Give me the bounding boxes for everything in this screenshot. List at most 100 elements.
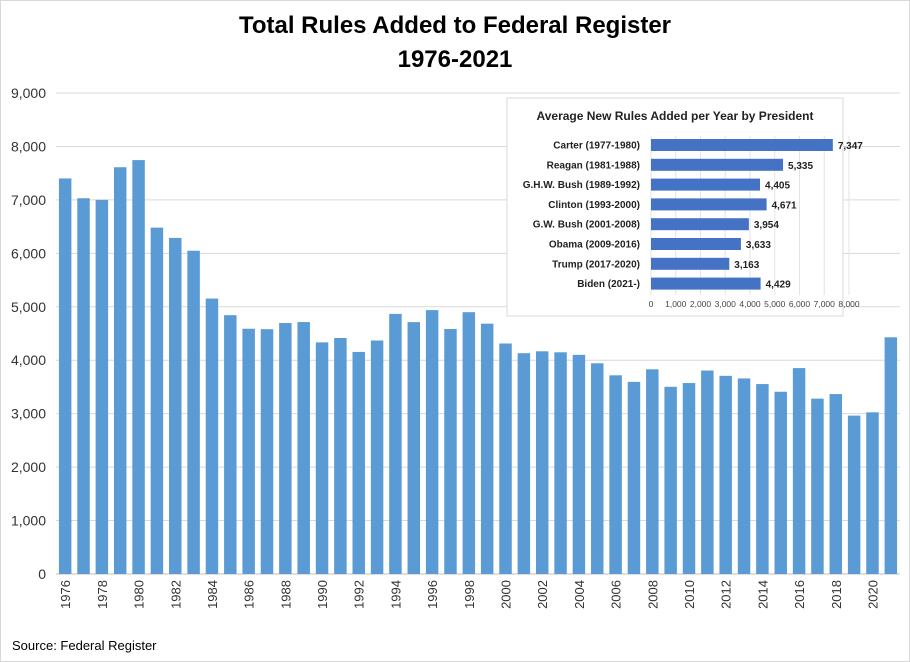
inset-category-label: Trump (2017-2020) [552,259,640,270]
y-tick-label: 6,000 [11,245,46,261]
x-tick-label: 2008 [645,580,660,609]
x-tick-label: 1990 [315,580,330,609]
inset-bars [651,139,833,290]
inset-x-tick-label: 0 [649,299,654,309]
inset-value-label: 3,954 [754,220,779,231]
bar-2002 [535,351,549,574]
inset-bar [651,238,741,250]
inset-x-tick-label: 5,000 [764,299,786,309]
bar-2006 [609,375,622,574]
inset-x-tick-label: 3,000 [715,299,737,309]
x-tick-label: 1986 [242,580,257,609]
x-tick-label: 2004 [572,580,587,609]
main-y-axis: 0 1,000 2,000 3,000 4,000 5,000 6,000 7,000 8,00… [11,85,46,582]
bar-2009 [664,386,677,574]
x-tick-label: 2020 [865,580,880,609]
x-tick-label: 2012 [719,580,734,609]
main-x-axis: 1976 1978 1980 1982 1984 1986 1988 1990 1992 1994… [58,580,880,609]
inset-value-label: 5,335 [788,161,813,172]
bar-2005 [591,363,604,574]
inset-chart: Average New Rules Added per Year by Pres… [506,97,863,317]
x-tick-label: 2000 [499,580,514,609]
bar-1978 [95,199,109,574]
inset-bar [651,218,749,231]
bar-2004 [572,354,586,574]
bar-1987 [260,329,274,574]
bar-1989 [297,322,310,574]
y-tick-label: 4,000 [11,352,46,368]
bar-1981 [150,227,164,574]
inset-bar [651,198,767,211]
inset-value-label: 4,429 [766,280,791,291]
bar-2001 [517,353,531,574]
x-tick-label: 2018 [829,580,844,609]
bar-2021 [884,337,898,574]
y-tick-label: 1,000 [11,513,46,529]
bar-1993 [370,340,384,574]
bar-2017 [811,398,824,574]
bar-2008 [646,369,659,574]
inset-x-tick-label: 8,000 [838,299,860,309]
bar-1995 [407,322,421,574]
inset-x-tick-label: 6,000 [789,299,811,309]
inset-value-label: 3,163 [734,260,759,271]
x-tick-label: 2002 [535,580,550,609]
bar-1992 [352,351,365,574]
inset-category-label: Biden (2021-) [577,279,640,290]
inset-value-label: 4,671 [772,200,797,211]
x-tick-label: 1994 [388,580,403,609]
inset-bar [651,277,761,290]
x-tick-label: 1976 [58,580,73,609]
bar-1997 [444,329,457,574]
y-tick-label: 7,000 [11,192,46,208]
x-tick-label: 1988 [278,580,293,609]
bar-2012 [719,375,732,574]
bar-1988 [279,322,292,574]
bar-2015 [774,391,787,574]
y-tick-label: 2,000 [11,459,46,475]
x-tick-label: 2006 [609,580,624,609]
bar-2019 [847,415,861,574]
inset-bar [651,158,784,171]
bar-2018 [829,394,843,574]
x-tick-label: 1998 [462,580,477,609]
y-tick-label: 3,000 [11,406,46,422]
inset-category-label: Clinton (1993-2000) [548,200,640,211]
inset-data-labels: 7,347 5,335 4,405 4,671 3,954 3,633 3,163 4,429 [734,141,863,291]
inset-value-label: 4,405 [765,181,790,192]
bar-1991 [334,337,347,574]
bar-1998 [462,312,476,574]
inset-bar [651,257,730,270]
y-tick-label: 0 [38,566,46,582]
x-tick-label: 2014 [755,580,770,609]
inset-category-label: G.W. Bush (2001-2008) [533,220,640,231]
y-tick-label: 8,000 [11,138,46,154]
x-tick-label: 1982 [168,580,183,609]
bar-1999 [480,323,494,574]
bar-1990 [315,342,329,574]
x-tick-label: 2016 [792,580,807,609]
inset-x-tick-label: 4,000 [739,299,761,309]
main-bars [58,160,898,575]
x-tick-label: 1984 [205,580,220,609]
inset-category-label: G.H.W. Bush (1989-1992) [523,180,640,191]
x-tick-label: 1996 [425,580,440,609]
inset-x-tick-label: 1,000 [665,299,687,309]
chart-title: Total Rules Added to Federal Register [238,12,672,39]
x-tick-label: 1980 [132,580,147,609]
bar-2011 [701,370,714,574]
inset-x-tick-label: 7,000 [814,299,836,309]
bar-1996 [425,310,439,574]
inset-bar [651,178,761,191]
inset-category-label: Obama (2009-2016) [549,240,640,251]
bar-2007 [627,381,641,574]
bar-1977 [77,198,90,574]
bar-2020 [866,412,879,574]
inset-bar [651,139,833,151]
x-tick-label: 1978 [95,580,110,609]
inset-title: Average New Rules Added per Year by Pres… [537,109,814,123]
source-note: Source: Federal Register [12,638,157,653]
bar-2000 [499,343,512,574]
bar-1983 [187,250,200,575]
